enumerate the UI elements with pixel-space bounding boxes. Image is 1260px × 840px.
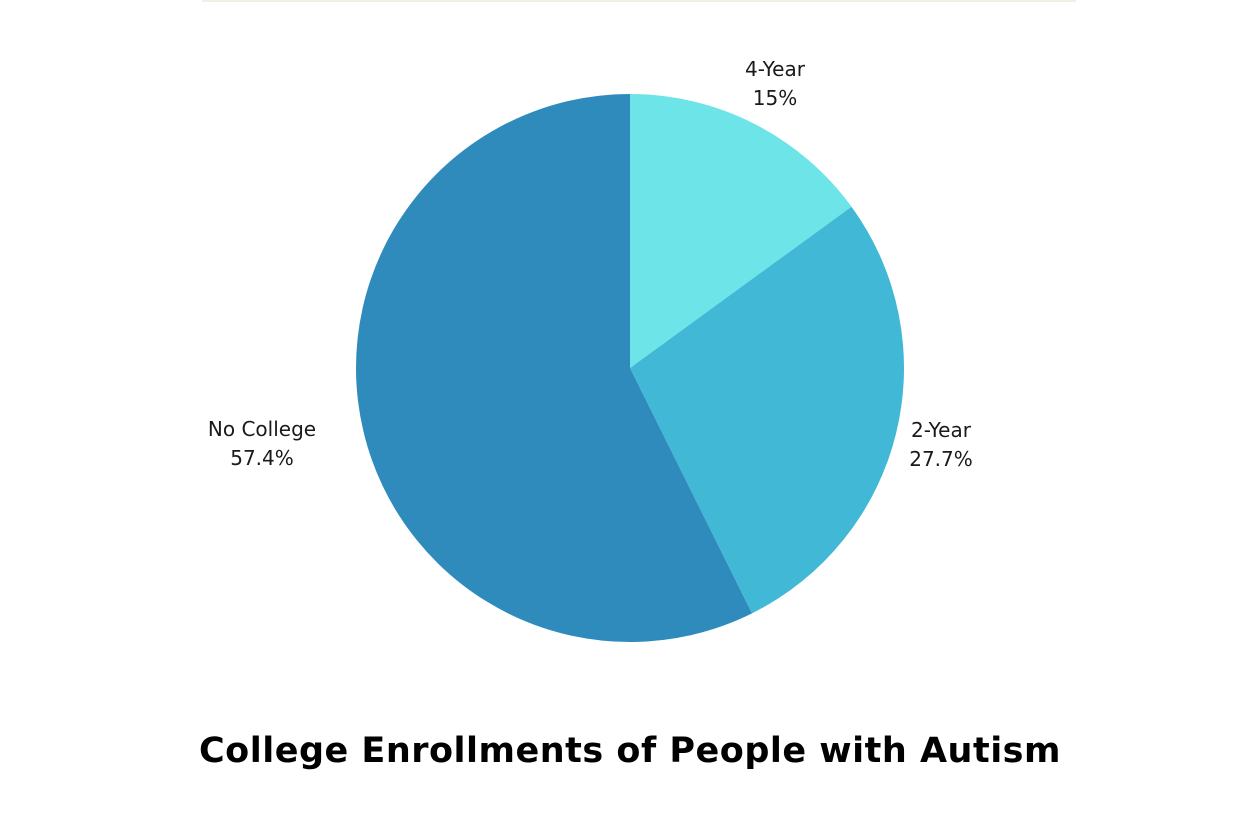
pie-slice-2-year — [630, 206, 904, 614]
pie-slice-no-college — [355, 94, 752, 642]
pie-slice-4-year — [630, 94, 852, 368]
label-no-college-value: 57.4% — [230, 446, 294, 470]
chart-title: College Enrollments of People with Autis… — [198, 731, 1061, 771]
label-2-year-name: 2-Year — [911, 418, 971, 442]
top-divider — [202, 0, 1076, 2]
label-2-year-value: 27.7% — [909, 447, 973, 471]
label-2-year: 2-Year 27.7% — [909, 416, 973, 474]
label-4-year: 4-Year 15% — [745, 55, 805, 113]
label-4-year-name: 4-Year — [745, 57, 805, 81]
label-4-year-value: 15% — [752, 86, 798, 110]
label-no-college-name: No College — [207, 417, 317, 441]
label-no-college: No College 57.4% — [208, 415, 316, 473]
